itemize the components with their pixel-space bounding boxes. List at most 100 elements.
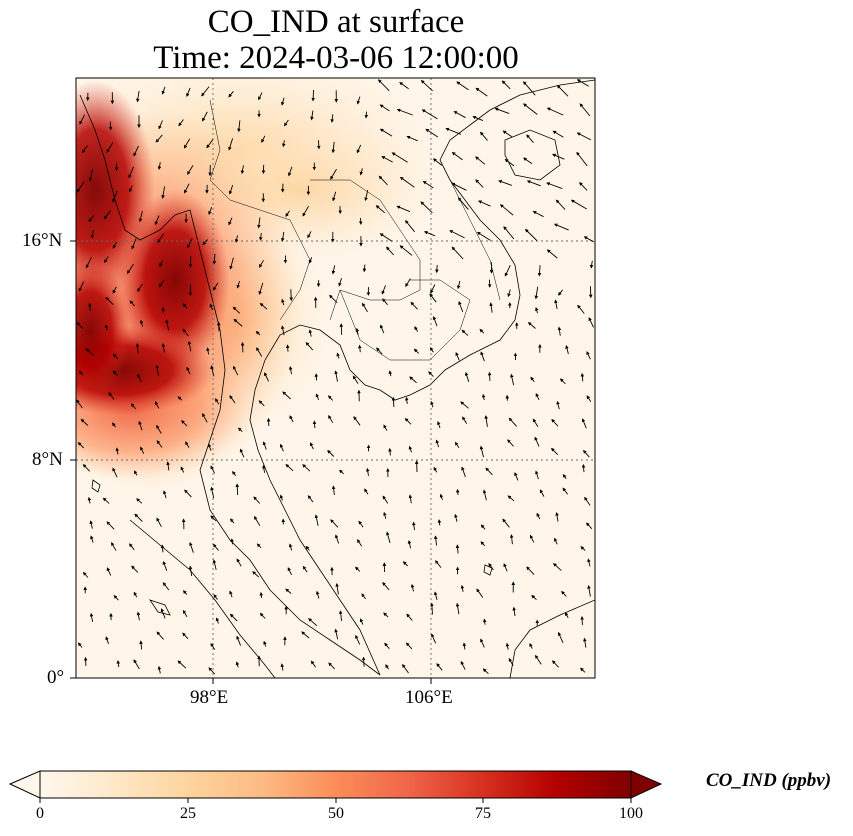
wind-arrow: [330, 114, 335, 123]
wind-arrow: [564, 612, 569, 619]
wind-arrow: [385, 664, 389, 670]
wind-arrow: [562, 487, 569, 495]
wind-arrow: [285, 464, 294, 472]
lon-tick-106E: 106°E: [405, 687, 453, 708]
wind-arrow: [430, 602, 434, 615]
wind-arrow: [455, 544, 460, 554]
wind-arrow: [315, 590, 320, 599]
wind-arrow: [425, 128, 439, 138]
wind-arrow: [182, 328, 189, 337]
wind-arrow: [557, 631, 564, 643]
wind-arrow: [112, 286, 117, 294]
wind-arrow: [154, 215, 160, 226]
wind-arrow: [361, 593, 366, 600]
wind-arrow: [202, 111, 208, 122]
wind-arrow: [546, 107, 564, 116]
wind-arrow: [339, 323, 344, 335]
wind-arrow: [232, 306, 241, 314]
wind-arrow: [509, 534, 514, 545]
wind-arrow: [129, 543, 135, 551]
wind-arrow: [535, 654, 542, 665]
wind-arrow: [460, 401, 469, 409]
wind-arrow: [562, 473, 567, 479]
wind-arrow: [261, 135, 266, 143]
wind-arrow: [103, 210, 111, 220]
wind-arrow: [488, 562, 494, 571]
wind-arrow: [433, 466, 438, 473]
lat-tick-0: 0°: [47, 667, 65, 688]
wind-arrow: [485, 467, 493, 476]
wind-arrow: [281, 298, 285, 306]
wind-arrow: [262, 441, 267, 450]
wind-arrow: [259, 591, 264, 599]
wind-arrow: [155, 134, 163, 143]
wind-arrow: [285, 210, 290, 217]
wind-arrow: [579, 103, 591, 117]
wind-arrow: [561, 590, 567, 597]
wind-arrow: [239, 448, 245, 458]
wind-arrow: [460, 660, 466, 670]
wind-arrow: [478, 200, 491, 207]
concentration-field: [76, 78, 595, 678]
wind-arrow: [302, 565, 308, 573]
wind-arrow: [162, 490, 167, 499]
wind-arrow: [412, 521, 416, 530]
wind-arrow: [280, 663, 285, 671]
wind-arrow: [358, 344, 362, 353]
wind-arrow: [499, 204, 514, 216]
wind-arrow: [206, 347, 210, 355]
wind-arrow: [508, 657, 514, 666]
wind-arrow: [215, 398, 220, 405]
wind-arrow: [379, 128, 393, 137]
wind-arrow: [480, 351, 485, 362]
wind-arrow: [437, 421, 441, 429]
wind-arrow: [556, 84, 569, 97]
wind-arrow: [589, 260, 594, 269]
wind-arrow: [362, 302, 368, 313]
wind-arrow: [240, 165, 245, 175]
wind-arrow: [228, 217, 233, 226]
wind-arrow: [461, 329, 469, 336]
wind-arrow: [310, 660, 316, 668]
colorbar-max-extend: [630, 770, 663, 799]
wind-arrow: [580, 372, 585, 382]
wind-arrow: [460, 584, 465, 592]
wind-arrow: [375, 205, 385, 214]
wind-arrow: [336, 352, 340, 359]
map-subtitle-time: Time: 2024-03-06 12:00:00: [153, 40, 519, 76]
wind-arrow: [76, 322, 84, 330]
wind-arrow: [139, 640, 143, 650]
wind-arrow: [162, 560, 168, 571]
wind-arrow: [106, 521, 115, 530]
wind-arrow: [112, 241, 118, 249]
wind-arrow: [462, 642, 467, 650]
wind-arrow: [335, 583, 339, 595]
wind-arrow: [476, 588, 484, 598]
wind-arrow: [391, 396, 396, 408]
wind-arrow: [550, 447, 559, 456]
wind-arrow: [236, 635, 242, 646]
wind-arrow: [129, 185, 133, 193]
wind-arrow: [158, 279, 165, 288]
wind-arrow: [512, 606, 516, 617]
wind-arrow: [133, 470, 138, 476]
wind-arrow: [213, 594, 218, 600]
wind-arrow: [112, 467, 118, 478]
wind-arrow: [546, 249, 558, 259]
wind-arrow: [409, 376, 417, 384]
wind-arrow: [435, 439, 440, 448]
wind-arrow: [280, 97, 285, 106]
wind-arrow: [504, 158, 515, 167]
wind-arrow: [127, 263, 134, 274]
wind-arrow: [382, 495, 389, 504]
lon-tick-98E: 98°E: [190, 687, 229, 708]
wind-arrow: [208, 206, 213, 215]
wind-arrow: [579, 182, 588, 191]
wind-arrow: [501, 80, 511, 90]
colorbar-tick-100: 100: [619, 805, 643, 822]
wind-arrow: [577, 304, 585, 314]
wind-arrow: [353, 416, 361, 426]
wind-arrow: [439, 493, 444, 500]
wind-arrow: [76, 399, 83, 409]
wind-arrow: [457, 197, 469, 210]
